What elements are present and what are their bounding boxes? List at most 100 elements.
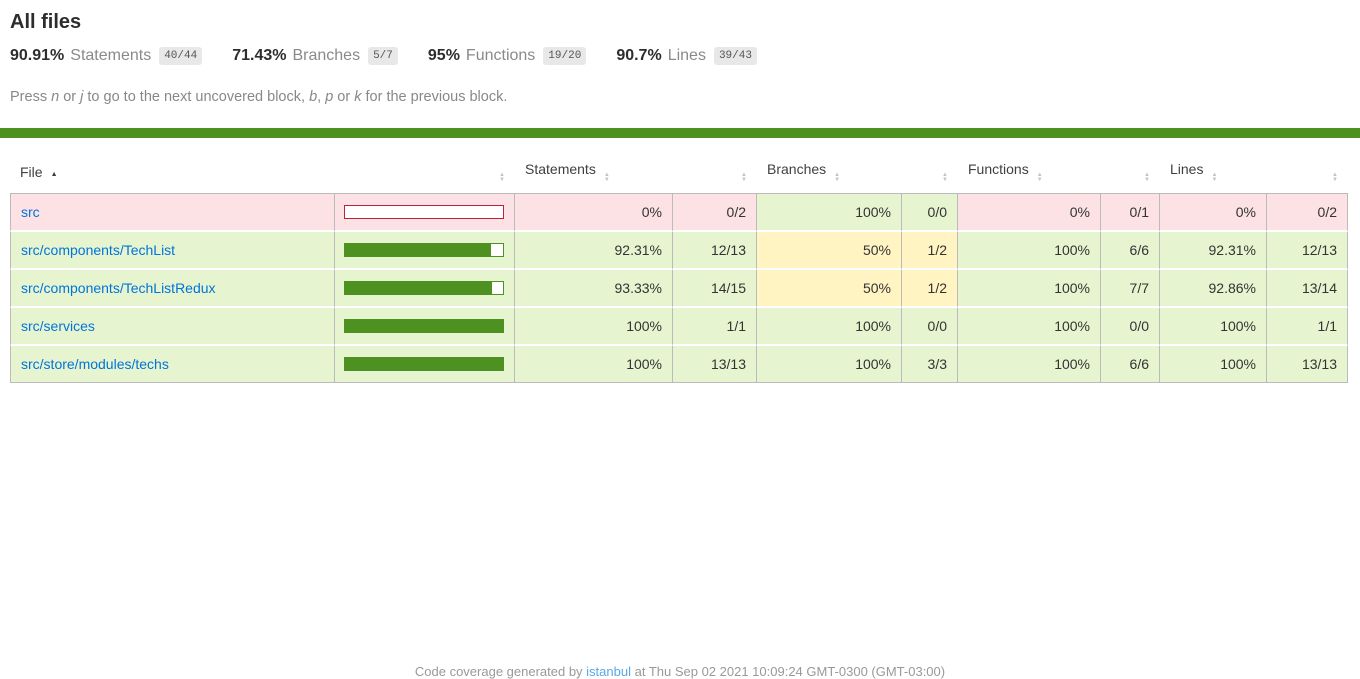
statements-raw-cell: 14/15 [673,270,757,308]
file-link[interactable]: src/services [21,318,95,334]
key-k: k [354,89,362,105]
sort-icon: ▲ ▼ [1332,172,1338,183]
coverage-bar-fill [345,282,493,294]
chart-cell [335,346,515,383]
sort-icon: ▲ ▼ [1036,172,1043,183]
statements-pct-cell: 92.31% [515,232,673,270]
statements-pct: 90.91% [10,47,65,64]
chart-cell [335,232,515,270]
branches-raw-cell: 1/2 [902,232,958,270]
functions-pct: 95% [427,47,460,64]
branches-label: Branches [292,47,361,64]
table-row-src: src 0% 0/2 100% 0/0 0% 0/1 0% 0/2 [10,193,1348,232]
column-header-statements[interactable]: Statements ▲ ▼ [525,161,610,183]
lines-fraction-badge: 39/43 [713,47,757,65]
sort-ascending-icon: ▲ [50,171,58,178]
column-header-statements-raw[interactable]: ▲ ▼ [673,151,757,193]
branches-raw-cell: 0/0 [902,193,958,232]
statements-pct-cell: 93.33% [515,270,673,308]
lines-raw-cell: 13/13 [1267,346,1348,383]
lines-raw-cell: 0/2 [1267,193,1348,232]
functions-raw-cell: 0/0 [1101,308,1160,346]
branches-pct: 71.43% [232,47,287,64]
istanbul-link[interactable]: istanbul [586,664,631,679]
lines-pct-cell: 92.31% [1160,232,1267,270]
summary-metric-lines: 90.7% Lines 39/43 [616,47,757,65]
branches-pct-cell: 50% [757,270,902,308]
column-header-lines[interactable]: Lines ▲ ▼ [1170,161,1218,183]
coverage-bar [344,243,504,257]
file-cell: src/services [10,308,335,346]
lines-label: Lines [667,47,706,64]
file-link[interactable]: src/components/TechList [21,242,176,258]
functions-pct-cell: 100% [958,346,1101,383]
branches-pct-cell: 50% [757,232,902,270]
status-line [0,128,1360,138]
coverage-bar [344,281,504,295]
summary-metric-statements: 90.91% Statements 40/44 [10,47,203,65]
branches-pct-cell: 100% [757,308,902,346]
column-header-functions[interactable]: Functions ▲ ▼ [968,161,1043,183]
summary-metric-branches: 71.43% Branches 5/7 [232,47,398,65]
functions-raw-cell: 0/1 [1101,193,1160,232]
file-link[interactable]: src/components/TechListRedux [21,280,216,296]
coverage-bar [344,357,504,371]
column-header-chart[interactable]: ▲ ▼ [335,151,515,193]
sort-icon: ▲ ▼ [1211,172,1218,183]
statements-fraction-badge: 40/44 [159,47,203,65]
functions-raw-cell: 6/6 [1101,346,1160,383]
file-cell: src [10,193,335,232]
table-row-services: src/services 100% 1/1 100% 0/0 100% 0/0 … [10,308,1348,346]
key-n: n [51,89,60,105]
table-row-techlist: src/components/TechList 92.31% 12/13 50%… [10,232,1348,270]
coverage-bar-fill [345,244,491,256]
column-header-branches-raw[interactable]: ▲ ▼ [902,151,958,193]
report-footer: Code coverage generated by istanbul at T… [414,664,946,679]
column-header-file[interactable]: File ▲ [20,164,58,180]
statements-pct-cell: 100% [515,308,673,346]
chart-cell [335,308,515,346]
branches-pct-cell: 100% [757,193,902,232]
lines-pct-cell: 0% [1160,193,1267,232]
table-row-techlistredux: src/components/TechListRedux 93.33% 14/1… [10,270,1348,308]
lines-raw-cell: 1/1 [1267,308,1348,346]
functions-fraction-badge: 19/20 [543,47,587,65]
summary-metric-functions: 95% Functions 19/20 [427,47,587,65]
lines-pct-cell: 100% [1160,308,1267,346]
page-title: All files [10,11,82,33]
functions-pct-cell: 100% [958,232,1101,270]
coverage-table: File ▲ ▲ ▼ Statements ▲ ▼ ▲ ▼ Branches ▲ ▼ ▲ ▼ F… [10,151,1348,383]
sort-icon: ▲ ▼ [499,172,505,183]
functions-pct-cell: 0% [958,193,1101,232]
coverage-bar-fill [345,320,503,332]
coverage-summary-row: 90.91% Statements 40/44 71.43% Branches … [10,47,1350,65]
table-row-techs: src/store/modules/techs 100% 13/13 100% … [10,346,1348,383]
column-header-branches[interactable]: Branches ▲ ▼ [767,161,841,183]
sort-icon: ▲ ▼ [834,172,841,183]
column-header-functions-raw[interactable]: ▲ ▼ [1101,151,1160,193]
file-link[interactable]: src [21,204,40,220]
statements-pct-cell: 100% [515,346,673,383]
file-cell: src/components/TechListRedux [10,270,335,308]
key-p: p [325,89,334,105]
lines-pct-cell: 92.86% [1160,270,1267,308]
column-header-lines-raw[interactable]: ▲ ▼ [1267,151,1348,193]
lines-pct: 90.7% [616,47,662,64]
coverage-bar-fill [345,358,503,370]
branches-fraction-badge: 5/7 [368,47,398,65]
lines-raw-cell: 13/14 [1267,270,1348,308]
sort-icon: ▲ ▼ [942,172,948,183]
keyboard-hint: Press n or j to go to the next uncovered… [10,89,508,105]
chart-cell [335,270,515,308]
branches-raw-cell: 3/3 [902,346,958,383]
file-cell: src/components/TechList [10,232,335,270]
statements-raw-cell: 1/1 [673,308,757,346]
functions-raw-cell: 6/6 [1101,232,1160,270]
sort-icon: ▲ ▼ [741,172,747,183]
lines-pct-cell: 100% [1160,346,1267,383]
file-cell: src/store/modules/techs [10,346,335,383]
table-container: File ▲ ▲ ▼ Statements ▲ ▼ ▲ ▼ Branches ▲ ▼ ▲ ▼ F… [0,138,1360,393]
file-link[interactable]: src/store/modules/techs [21,356,169,372]
coverage-bar [344,319,504,333]
report-header: All files 90.91% Statements 40/44 71.43%… [0,0,1360,105]
